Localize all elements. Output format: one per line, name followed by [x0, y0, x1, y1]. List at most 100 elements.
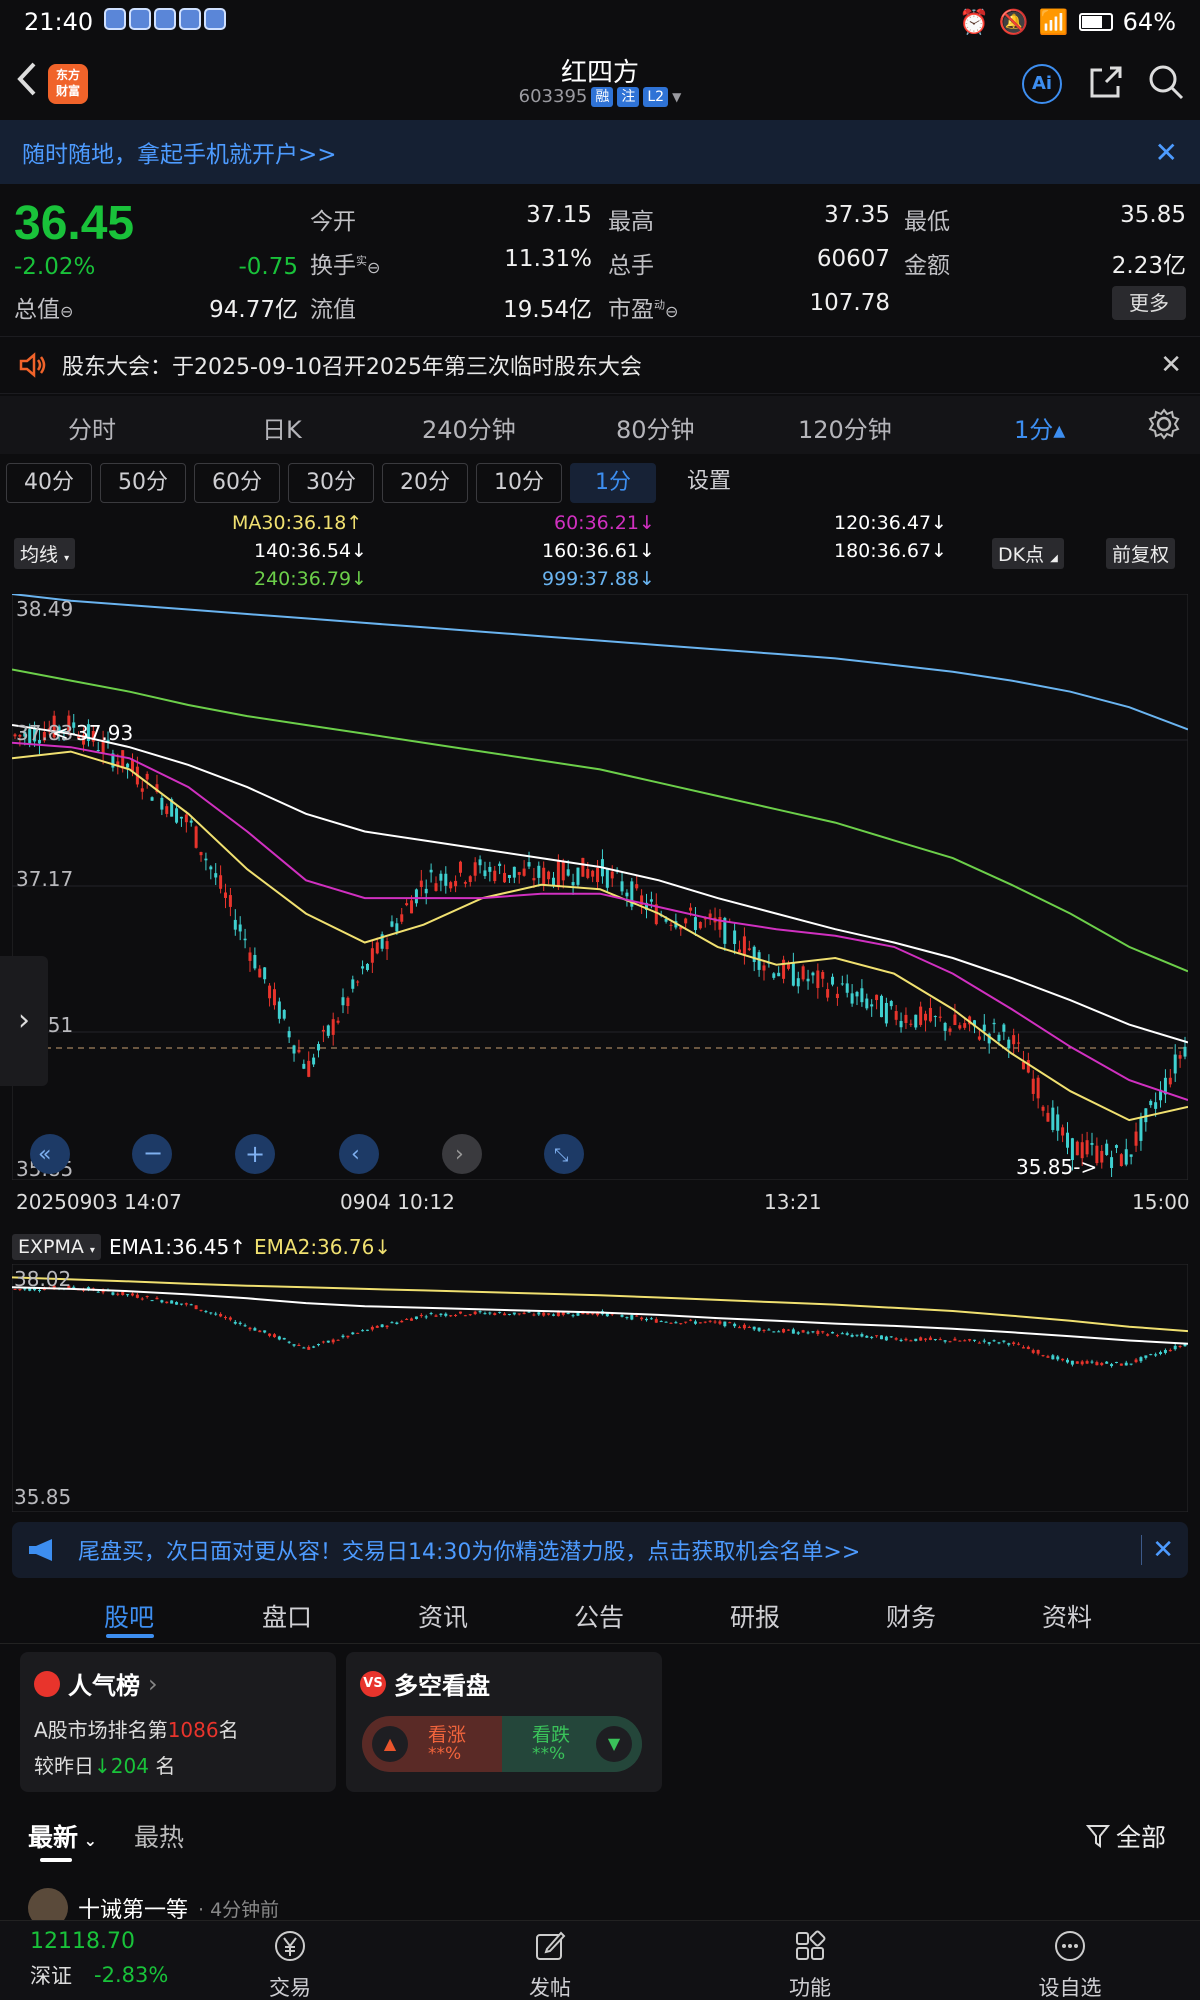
low-marker: 35.85->	[1016, 1155, 1097, 1179]
tab-financials[interactable]: 财务	[886, 1603, 937, 1632]
candle-body	[1041, 1106, 1045, 1111]
svg-text:−: −	[143, 1139, 163, 1167]
candle-body	[238, 924, 242, 932]
period-60min[interactable]: 60分	[194, 463, 280, 503]
candle-body	[649, 1318, 653, 1320]
tab-profile[interactable]: 资料	[1042, 1603, 1093, 1632]
period-30min[interactable]: 30分	[288, 463, 374, 503]
promo-banner[interactable]: 尾盘买，次日面对更从容！交易日14:30为你精选潜力股，点击获取机会名单>> ✕	[12, 1522, 1188, 1578]
indicator-type-dropdown[interactable]: 均线 ▾	[14, 538, 76, 569]
yuan-icon	[275, 1931, 305, 1961]
sort-hot[interactable]: 最热	[134, 1823, 185, 1852]
expma-chart[interactable]: 38.02 35.85	[12, 1264, 1188, 1512]
period-40min[interactable]: 40分	[6, 463, 92, 503]
period-50min[interactable]: 50分	[100, 463, 186, 503]
stock-code-row[interactable]: 603395 融 注 L2 ▼	[400, 86, 800, 107]
zoom-out-icon[interactable]	[132, 1134, 172, 1174]
period-20min[interactable]: 20分	[382, 463, 468, 503]
nav-watchlist-settings[interactable]: 设自选	[1010, 1929, 1130, 2000]
search-icon[interactable]	[1146, 62, 1186, 102]
close-icon[interactable]: ✕	[1154, 135, 1178, 169]
tab-announcements[interactable]: 公告	[574, 1603, 625, 1632]
nav-trade[interactable]: 交易	[230, 1929, 350, 2000]
arrow-up-icon: ▲	[372, 1726, 408, 1762]
candle-body	[909, 1023, 913, 1025]
nav-post[interactable]: 发帖	[490, 1929, 610, 2000]
candle-body	[596, 1312, 600, 1316]
popularity-card[interactable]: 人气榜 › A股市场排名第1086名 较昨日↓204 名	[20, 1652, 336, 1792]
candle-body	[512, 866, 516, 878]
tab-daily-k[interactable]: 日K	[262, 416, 302, 444]
post-author[interactable]: 十诫第一等	[78, 1898, 189, 1923]
zoom-in-icon[interactable]	[235, 1134, 275, 1174]
share-icon[interactable]	[1086, 62, 1126, 102]
pan-left-icon[interactable]	[339, 1134, 379, 1174]
back-icon[interactable]	[12, 54, 48, 110]
shareholder-meeting-notice[interactable]: 股东大会：于2025-09-10召开2025年第三次临时股东大会 ✕	[0, 336, 1200, 394]
nav-functions[interactable]: 功能	[750, 1929, 870, 2000]
candle-body	[1129, 1363, 1133, 1365]
candle-body	[33, 727, 37, 742]
turnover-label[interactable]: 换手实⊖	[310, 246, 380, 280]
candle-body	[816, 970, 820, 988]
tab-120min[interactable]: 120分钟	[798, 416, 892, 444]
tab-research[interactable]: 研报	[730, 1603, 781, 1632]
close-icon[interactable]: ✕	[1141, 1535, 1174, 1565]
index-ticker[interactable]: 12118.70 深证 -2.83%	[30, 1929, 168, 1990]
filter-all[interactable]: 全部	[1086, 1818, 1166, 1854]
sub-indicator-label: EXPMA	[18, 1236, 84, 1258]
pan-right-icon[interactable]	[442, 1134, 482, 1174]
sub-indicator-dropdown[interactable]: EXPMA ▾	[12, 1234, 101, 1260]
candle-body	[444, 1313, 448, 1316]
candle-body	[111, 1292, 115, 1295]
market-cap-label[interactable]: 总值⊖	[14, 290, 73, 324]
candle-body	[1026, 1346, 1030, 1350]
candle-body	[1070, 1360, 1074, 1365]
open-account-banner[interactable]: 随时随地，拿起手机就开户>> ✕	[0, 120, 1200, 184]
side-drawer-handle[interactable]: ›	[0, 956, 48, 1086]
candle-body	[1110, 1364, 1114, 1367]
candle-body	[791, 1329, 795, 1334]
candle-body	[336, 1020, 340, 1023]
candle-body	[772, 973, 776, 978]
tab-orderbook[interactable]: 盘口	[262, 1603, 313, 1632]
bull-button[interactable]: ▲ 看涨 **%	[362, 1716, 502, 1772]
tab-240min[interactable]: 240分钟	[422, 416, 516, 444]
pe-label[interactable]: 市盈动⊖	[608, 290, 678, 324]
ai-button[interactable]: Ai	[1022, 64, 1062, 104]
candle-body	[375, 1325, 379, 1328]
bull-value: **%	[428, 1744, 462, 1764]
dk-point-toggle[interactable]: DK点 ◢	[992, 538, 1064, 569]
period-10min[interactable]: 10分	[476, 463, 562, 503]
candle-body	[1119, 1154, 1123, 1167]
alarm-icon: ⏰	[958, 8, 989, 36]
tab-intraday[interactable]: 分时	[68, 416, 116, 444]
high-marker: <-37.93	[52, 721, 133, 745]
status-left: 21:40	[24, 8, 227, 36]
period-1min[interactable]: 1分	[570, 463, 656, 503]
fullscreen-icon[interactable]	[544, 1134, 584, 1174]
gear-icon[interactable]	[1148, 408, 1180, 446]
candle-body	[199, 1309, 203, 1311]
candle-body	[400, 1320, 404, 1323]
candle-body	[410, 1318, 414, 1321]
sort-latest[interactable]: 最新 ⌄	[28, 1818, 97, 1854]
kline-chart[interactable]: 38.49 37.83 37.17 36.51 35.85 <-37.93 35…	[12, 594, 1188, 1180]
candle-body	[13, 1288, 17, 1290]
period-settings[interactable]: 设置	[686, 469, 731, 494]
tab-forum[interactable]: 股吧	[104, 1603, 155, 1632]
more-icon	[1055, 1931, 1085, 1961]
close-icon[interactable]: ✕	[1160, 350, 1182, 380]
candle-body	[860, 1334, 864, 1337]
candle-body	[380, 1324, 384, 1328]
candle-body	[503, 1313, 507, 1316]
candle-body	[860, 988, 864, 1003]
adjust-price-button[interactable]: 前复权	[1106, 538, 1176, 569]
rewind-icon[interactable]	[30, 1134, 70, 1174]
more-button[interactable]: 更多	[1112, 286, 1186, 320]
tab-80min[interactable]: 80分钟	[616, 416, 695, 444]
sentiment-card[interactable]: VS 多空看盘 ▲ 看涨 **% 看跌 **% ▼	[346, 1652, 662, 1792]
bear-button[interactable]: 看跌 **% ▼	[502, 1716, 642, 1772]
tab-news[interactable]: 资讯	[418, 1603, 469, 1632]
tab-1min[interactable]: 1分▴	[1014, 416, 1066, 444]
